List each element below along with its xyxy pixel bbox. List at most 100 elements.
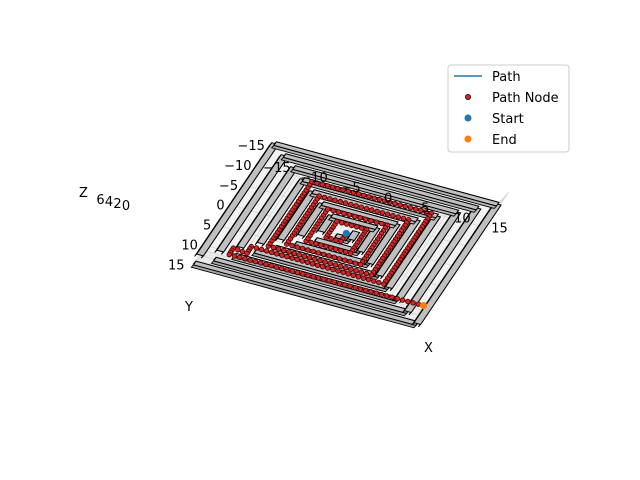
- path-node-point: [399, 297, 406, 303]
- path-node-point: [381, 281, 387, 287]
- path-node-point: [269, 249, 275, 255]
- path-node-point: [325, 265, 331, 271]
- path-node-point: [344, 221, 350, 227]
- path-node-point: [336, 280, 343, 287]
- path-node-point: [373, 219, 380, 225]
- path-node-point: [332, 197, 338, 203]
- path-node-point: [338, 247, 344, 254]
- path-node-point: [325, 206, 331, 212]
- path-node-point: [320, 264, 326, 270]
- legend-box: [447, 64, 570, 153]
- path-node-point: [258, 260, 264, 266]
- path-node-point: [376, 196, 383, 203]
- path-node-point: [335, 185, 341, 192]
- path-node-point: [312, 256, 318, 262]
- path-node-point: [384, 211, 391, 217]
- x-tick-label: −10: [300, 171, 327, 186]
- legend-label-end: End: [492, 133, 517, 148]
- path-node-point: [294, 269, 301, 276]
- path-node-point: [322, 259, 328, 265]
- path-node-point: [319, 181, 325, 188]
- path-node-point: [342, 200, 349, 206]
- y-tick-label: 0: [216, 199, 224, 214]
- legend-label-path: Path: [492, 70, 521, 85]
- path-node-point: [263, 248, 270, 254]
- path-layer: [226, 178, 434, 310]
- path-node-point: [392, 200, 398, 207]
- end-point: [419, 302, 428, 310]
- path-node-point: [326, 278, 332, 284]
- path-node-point: [330, 207, 336, 214]
- path-node-point: [368, 272, 375, 278]
- path-node-point: [263, 261, 269, 267]
- path-node-point: [418, 207, 424, 214]
- path-node-point: [305, 272, 311, 278]
- path-node-point: [314, 180, 320, 186]
- path-node-point: [286, 249, 292, 255]
- path-node-point: [339, 220, 345, 226]
- path-node-point: [363, 287, 369, 294]
- path-node-point: [296, 252, 302, 258]
- path-node-point: [352, 213, 358, 220]
- path-node-point: [353, 268, 359, 274]
- path-node-point: [268, 262, 274, 269]
- path-node-point: [275, 246, 282, 252]
- path-node-point: [310, 274, 316, 280]
- legend: Path Path Node Start End: [447, 64, 570, 153]
- path-node-point: [318, 242, 324, 248]
- path-node-point: [333, 237, 339, 243]
- path-node-point: [289, 242, 295, 249]
- path-node-point: [239, 248, 246, 255]
- legend-start-marker: [464, 114, 472, 122]
- path-node-point: [376, 279, 382, 286]
- path-node-point: [371, 195, 377, 201]
- path-node-point: [314, 262, 321, 268]
- y-tick-label: 15: [168, 258, 185, 273]
- legend-end-marker: [464, 135, 472, 143]
- path-node-point: [366, 194, 372, 200]
- path-node-point: [423, 209, 429, 215]
- path-node-point: [397, 202, 403, 208]
- maze-wall-top: [346, 230, 361, 242]
- x-tick-label: −5: [342, 181, 361, 196]
- path-node-point: [337, 263, 344, 269]
- path-node-point: [347, 259, 353, 265]
- path-node-point: [235, 247, 241, 253]
- path-node-point: [347, 283, 353, 289]
- path-node-point: [327, 196, 333, 202]
- path-node-point: [394, 296, 400, 302]
- path-node-point: [337, 198, 343, 205]
- path-node-point: [291, 250, 297, 256]
- path-node-point: [355, 274, 362, 280]
- path-node-point: [357, 286, 364, 292]
- path-node-point: [405, 298, 411, 305]
- path-node-point: [340, 187, 346, 193]
- path-node-point: [332, 262, 339, 268]
- y-tick-label: 10: [181, 239, 198, 254]
- path-node-point: [368, 217, 374, 224]
- path-node-point: [407, 204, 414, 211]
- path-node-point: [294, 256, 300, 263]
- path-node-point: [342, 282, 348, 288]
- maze-wall-top: [329, 213, 379, 231]
- path-node-point: [358, 269, 364, 275]
- path-node-point: [226, 251, 232, 258]
- path-node-point: [281, 247, 287, 254]
- path-node-point: [317, 257, 323, 264]
- path-node-point: [335, 209, 342, 215]
- path-node-point: [308, 239, 314, 246]
- path-node-point: [301, 253, 308, 259]
- y-tick-label: 5: [203, 219, 211, 234]
- path-node-point: [315, 275, 322, 281]
- path-node-point: [294, 244, 300, 250]
- path-node-point: [323, 243, 329, 250]
- path-node-point: [247, 257, 253, 263]
- path-node-point: [321, 194, 328, 201]
- path-node-point: [326, 253, 332, 259]
- x-tick-label: 15: [491, 222, 508, 237]
- z-tick-label: 0: [122, 199, 130, 214]
- path-node-point: [348, 201, 354, 208]
- maze-wall-top: [282, 153, 480, 211]
